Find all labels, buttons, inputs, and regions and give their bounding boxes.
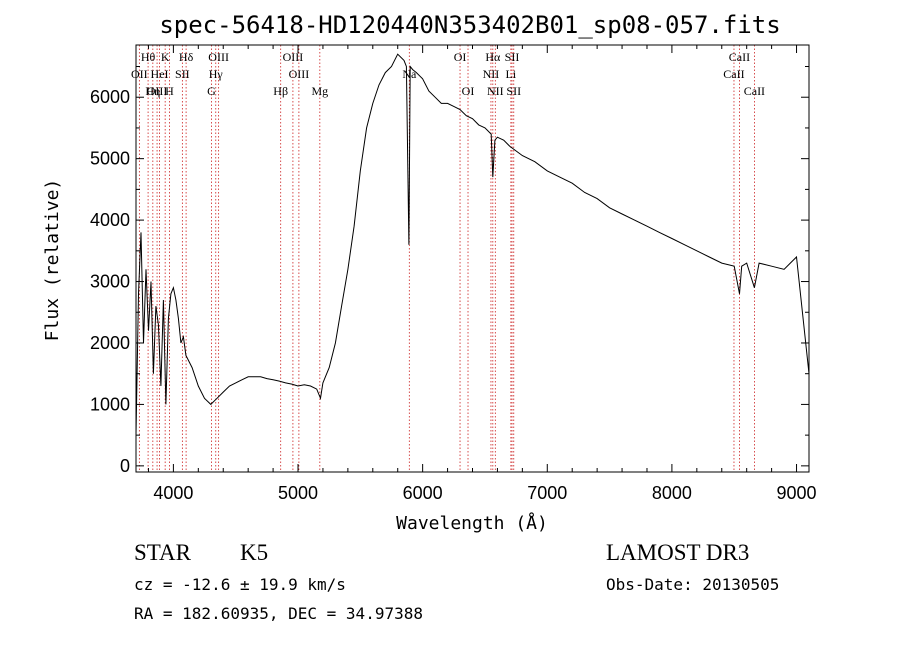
x-tick-label: 9000 (777, 483, 817, 503)
observation-date: Obs-Date: 20130505 (606, 575, 779, 594)
x-axis: 4000 5000 6000 7000 8000 9000 (147, 45, 817, 503)
line-label: Hγ (209, 67, 224, 81)
line-label: Hα (485, 50, 501, 64)
line-label: OII (131, 67, 148, 81)
coordinates: RA = 182.60935, DEC = 34.97388 (134, 604, 423, 623)
line-label: K (161, 50, 170, 64)
line-markers (138, 45, 755, 472)
y-tick-label: 1000 (90, 394, 130, 414)
line-label: OIII (147, 84, 168, 98)
line-label: CaII (723, 67, 744, 81)
line-label: H (165, 84, 174, 98)
line-label: Hβ (273, 84, 288, 98)
line-label: OIII (283, 50, 304, 64)
y-tick-label: 4000 (90, 210, 130, 230)
line-label: CaII (744, 84, 765, 98)
line-label: NII (483, 67, 500, 81)
line-label: OI (462, 84, 475, 98)
y-tick-label: 2000 (90, 333, 130, 353)
line-label: Hδ (179, 50, 194, 64)
spectrum-line (135, 53, 810, 436)
y-axis: 0 1000 2000 3000 4000 5000 6000 (90, 66, 809, 476)
line-label: CaII (729, 50, 750, 64)
y-tick-label: 6000 (90, 87, 130, 107)
line-label: Li (506, 67, 517, 81)
line-label: OIII (289, 67, 310, 81)
survey-name: LAMOST DR3 (606, 540, 749, 565)
y-axis-label: Flux (relative) (42, 179, 63, 342)
line-label: HeI (151, 67, 169, 81)
y-tick-label: 5000 (90, 149, 130, 169)
line-label: Mg (311, 84, 328, 98)
line-label: SII (506, 84, 521, 98)
object-class: STAR (134, 540, 192, 565)
x-tick-label: 8000 (652, 483, 692, 503)
chart-title: spec-56418-HD120440N353402B01_sp08-057.f… (159, 11, 780, 39)
line-label: G (207, 84, 216, 98)
y-tick-label: 3000 (90, 272, 130, 292)
line-label: OIII (208, 50, 229, 64)
x-tick-label: 4000 (153, 483, 193, 503)
line-label: OI (454, 50, 467, 64)
line-label: SII (505, 50, 520, 64)
info-panel: STAR K5 LAMOST DR3 cz = -12.6 ± 19.9 km/… (134, 540, 779, 623)
line-label: SII (175, 67, 190, 81)
redshift-cz: cz = -12.6 ± 19.9 km/s (134, 575, 346, 594)
x-tick-label: 6000 (403, 483, 443, 503)
x-tick-label: 7000 (527, 483, 567, 503)
line-label: Hη (145, 84, 160, 98)
line-label: NII (487, 84, 504, 98)
x-axis-label: Wavelength (Å) (396, 512, 548, 534)
object-subclass: K5 (240, 540, 268, 565)
x-tick-label: 5000 (278, 483, 318, 503)
y-tick-label: 0 (120, 456, 130, 476)
line-label: Hθ (141, 50, 156, 64)
plot-frame (135, 44, 810, 473)
